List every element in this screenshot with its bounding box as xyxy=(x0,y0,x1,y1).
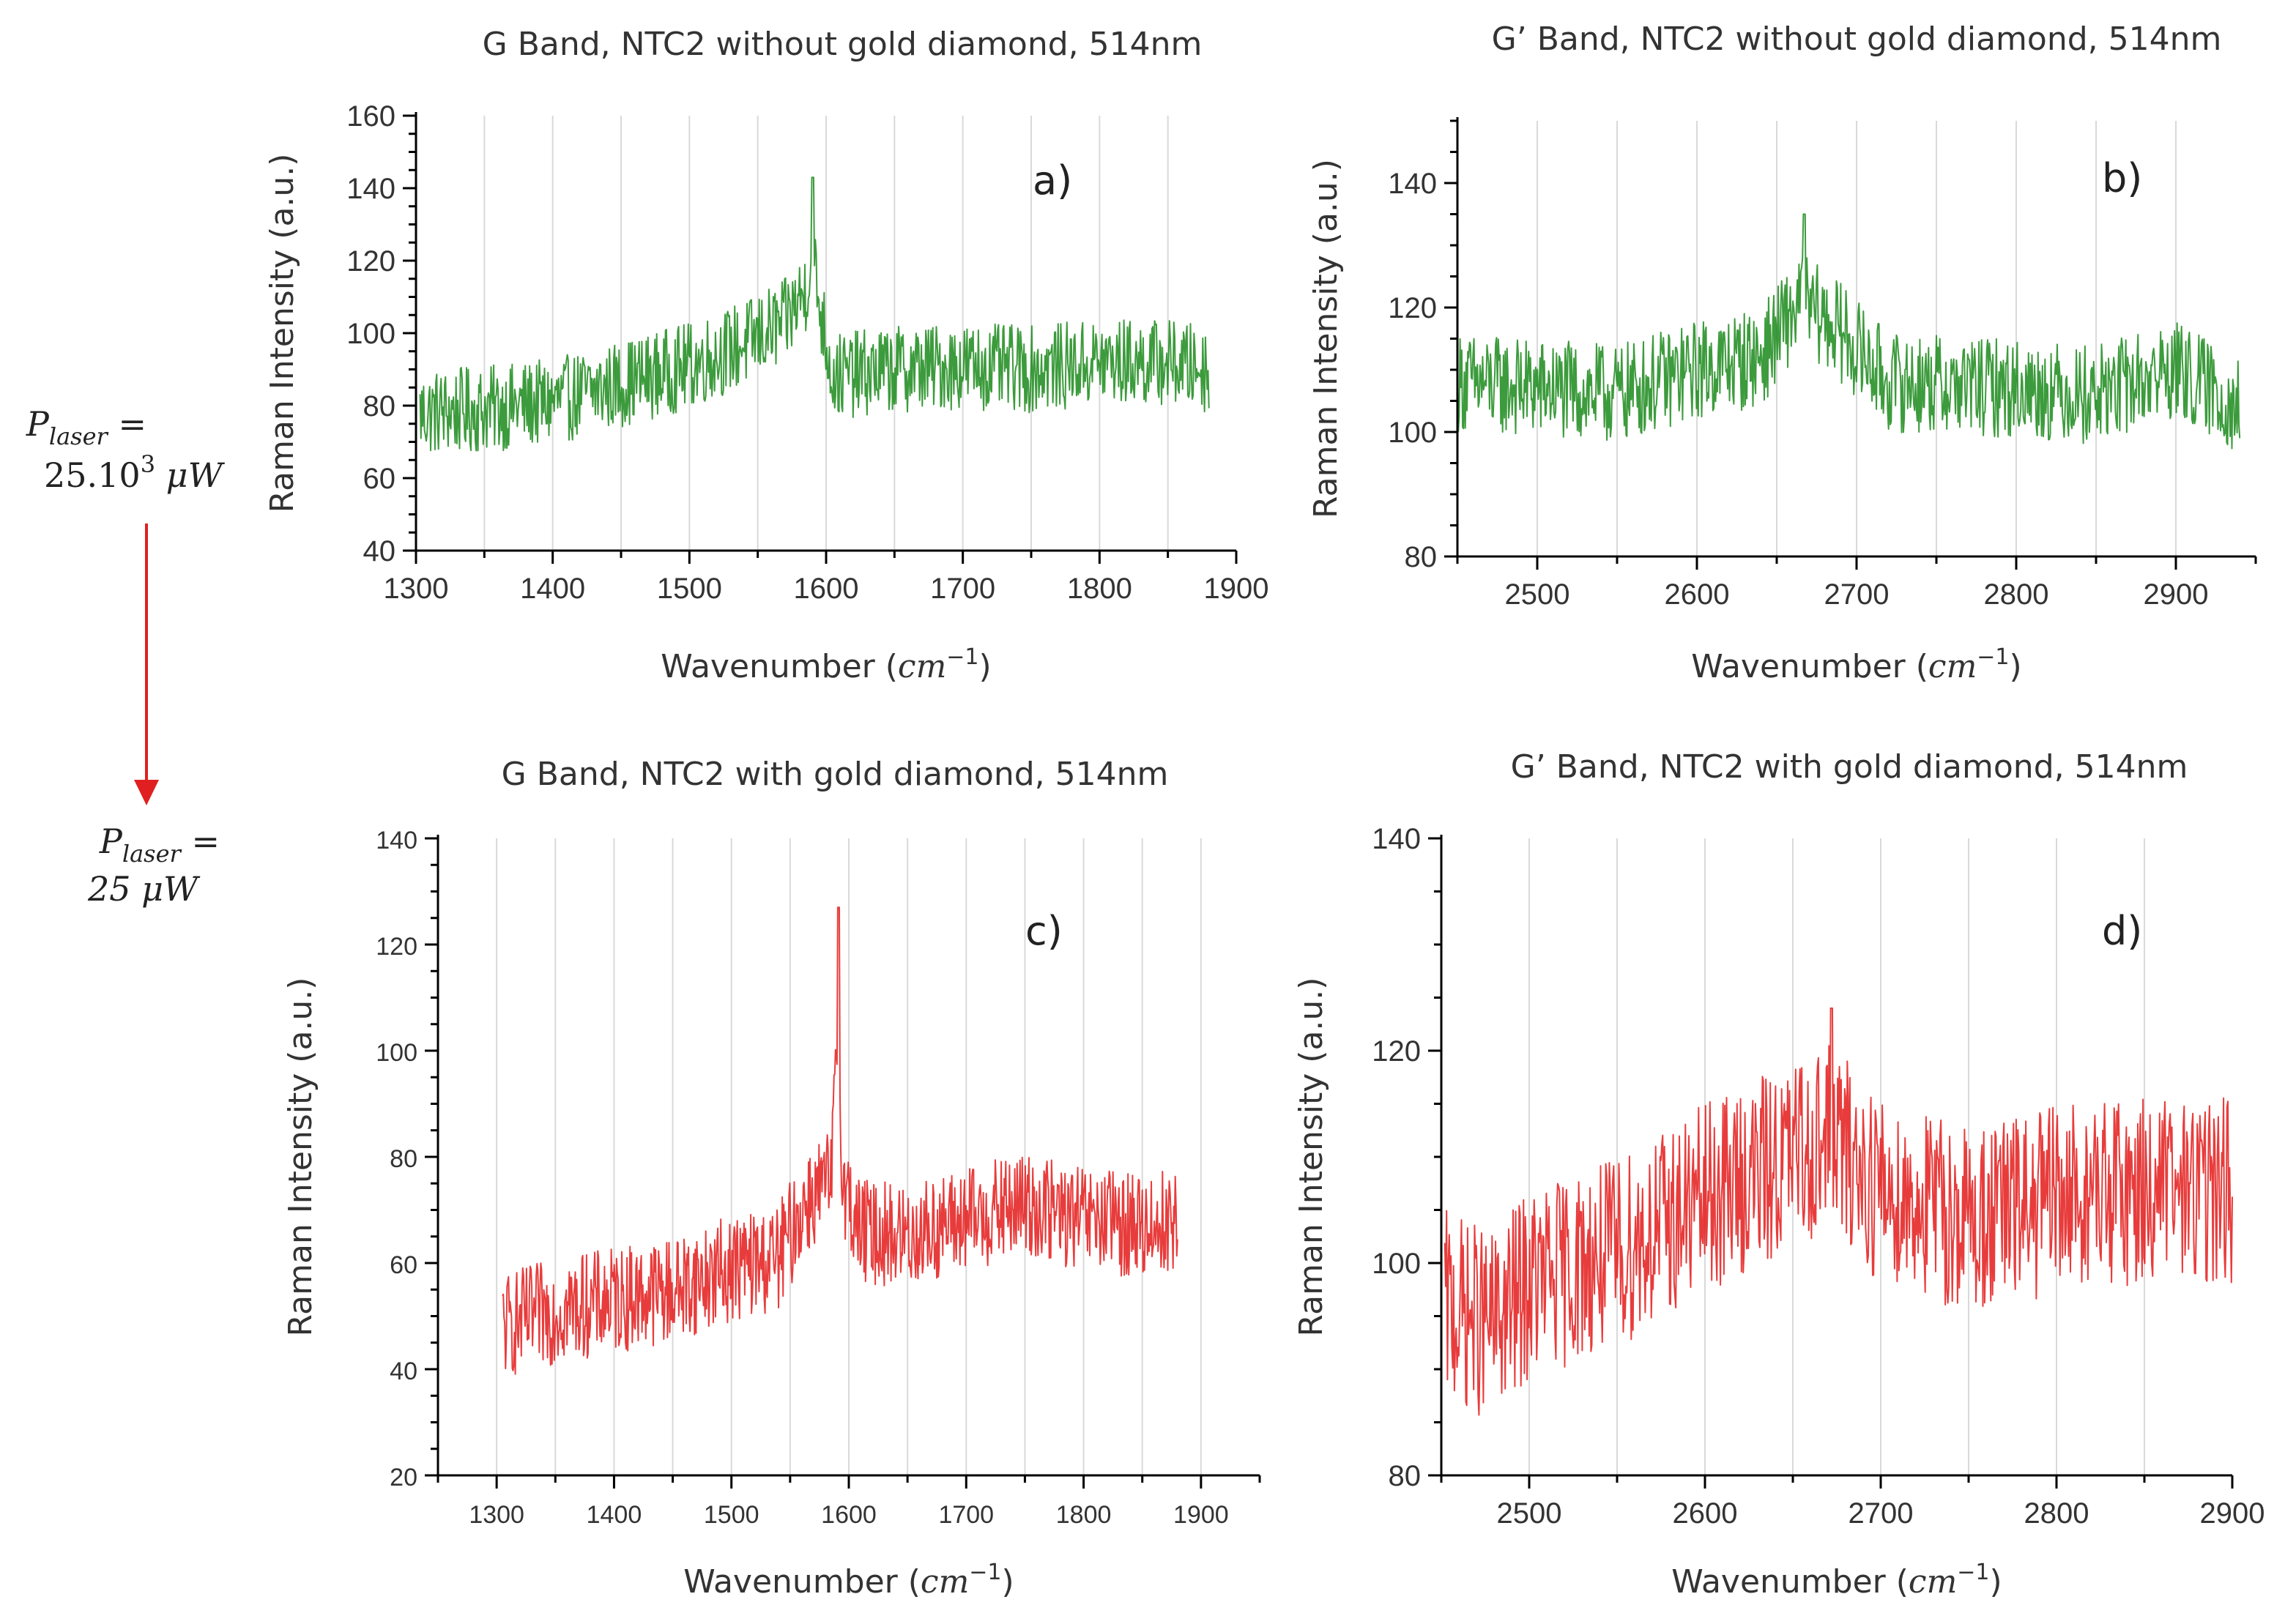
x-tick-label: 1900 xyxy=(1204,573,1269,605)
y-tick-label: 120 xyxy=(1388,292,1437,324)
y-tick-label: 100 xyxy=(1388,417,1437,449)
x-tick-label: 1500 xyxy=(657,573,722,605)
laser-power-annotation: Plaser = 25.103 μW Plaser = 25 μW xyxy=(26,404,226,909)
y-axis-label: Raman Intensity (a.u.) xyxy=(264,154,301,513)
x-tick-label: 1600 xyxy=(794,573,859,605)
y-tick-label: 100 xyxy=(346,318,395,350)
y-tick-label: 40 xyxy=(390,1357,417,1385)
panel-label: c) xyxy=(1025,908,1063,954)
y-tick-label: 140 xyxy=(376,827,417,854)
panel-c-g-band-with-gold: G Band, NTC2 with gold diamond, 514nm 130… xyxy=(282,756,1261,1601)
x-tick-label: 2700 xyxy=(1849,1497,1914,1530)
series-line xyxy=(502,906,1178,1375)
x-tick-label: 2900 xyxy=(2144,578,2209,611)
y-axis-label: Raman Intensity (a.u.) xyxy=(1293,977,1330,1337)
chart-title: G’ Band, NTC2 without gold diamond, 514n… xyxy=(1492,21,2222,58)
x-tick-label: 1400 xyxy=(520,573,585,605)
x-axis-label: Wavenumber (cm−1) xyxy=(1671,1560,2002,1601)
x-tick-label: 1300 xyxy=(384,573,449,605)
y-tick-label: 80 xyxy=(1389,1460,1422,1492)
power-top-symbol: Plaser = xyxy=(26,404,146,450)
y-tick-label: 120 xyxy=(376,933,417,961)
x-tick-label: 2700 xyxy=(1824,578,1890,611)
power-arrow-head xyxy=(134,780,159,805)
panel-a-g-band-without-gold: G Band, NTC2 without gold diamond, 514nm… xyxy=(264,26,1268,685)
panel-d-g-prime-band-with-gold: G’ Band, NTC2 with gold diamond, 514nm 25… xyxy=(1293,748,2264,1601)
y-tick-label: 140 xyxy=(1372,823,1421,855)
x-tick-label: 2500 xyxy=(1505,578,1570,611)
series-line xyxy=(1457,213,2241,450)
x-tick-label: 1900 xyxy=(1173,1501,1229,1529)
x-axis-label: Wavenumber (cm−1) xyxy=(661,644,991,685)
y-tick-label: 100 xyxy=(1372,1248,1421,1280)
series-line xyxy=(419,176,1210,452)
panel-label: d) xyxy=(2102,908,2142,954)
y-tick-label: 60 xyxy=(390,1251,417,1279)
y-tick-label: 100 xyxy=(376,1039,417,1067)
x-tick-label: 2500 xyxy=(1497,1497,1562,1530)
chart-title: G Band, NTC2 with gold diamond, 514nm xyxy=(502,756,1169,793)
y-tick-label: 120 xyxy=(1372,1035,1421,1068)
y-tick-label: 120 xyxy=(346,245,395,278)
power-bottom-symbol: Plaser = xyxy=(99,822,220,868)
x-tick-label: 1500 xyxy=(704,1501,759,1529)
y-tick-label: 160 xyxy=(346,100,395,133)
y-axis-label: Raman Intensity (a.u.) xyxy=(282,977,319,1337)
y-tick-label: 40 xyxy=(363,535,396,567)
y-tick-label: 80 xyxy=(363,390,396,422)
x-tick-label: 1300 xyxy=(469,1501,524,1529)
panel-label: b) xyxy=(2102,155,2142,201)
x-tick-label: 2600 xyxy=(1665,578,1730,611)
series-line xyxy=(1444,1007,2233,1416)
x-tick-label: 1600 xyxy=(821,1501,877,1529)
x-tick-label: 2800 xyxy=(2024,1497,2089,1530)
y-axis-label: Raman Intensity (a.u.) xyxy=(1307,159,1345,518)
x-tick-label: 2600 xyxy=(1673,1497,1738,1530)
y-tick-label: 20 xyxy=(390,1464,417,1491)
x-tick-label: 2900 xyxy=(2200,1497,2265,1530)
chart-title: G’ Band, NTC2 with gold diamond, 514nm xyxy=(1511,748,2188,786)
x-tick-label: 1700 xyxy=(938,1501,994,1529)
chart-title: G Band, NTC2 without gold diamond, 514nm xyxy=(483,26,1203,63)
panel-label: a) xyxy=(1033,157,1072,204)
x-axis-label: Wavenumber (cm−1) xyxy=(683,1560,1014,1601)
power-top-value: 25.103 μW xyxy=(44,450,226,495)
x-tick-label: 1700 xyxy=(930,573,995,605)
panel-b-g-prime-band-without-gold: G’ Band, NTC2 without gold diamond, 514n… xyxy=(1307,21,2257,685)
x-axis-label: Wavenumber (cm−1) xyxy=(1691,644,2021,685)
x-tick-label: 1400 xyxy=(587,1501,642,1529)
y-tick-label: 80 xyxy=(1405,541,1438,573)
x-tick-label: 1800 xyxy=(1056,1501,1112,1529)
x-tick-label: 2800 xyxy=(1984,578,2049,611)
y-tick-label: 80 xyxy=(390,1145,417,1173)
x-tick-label: 1800 xyxy=(1067,573,1132,605)
y-tick-label: 140 xyxy=(346,173,395,205)
y-tick-label: 60 xyxy=(363,463,396,495)
y-tick-label: 140 xyxy=(1388,168,1437,200)
power-bottom-value: 25 μW xyxy=(87,869,201,909)
